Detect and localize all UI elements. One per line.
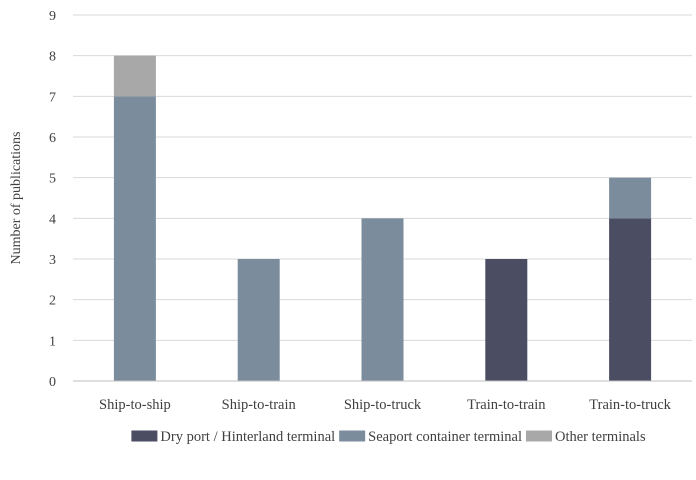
x-tick-label: Train-to-train (467, 397, 546, 413)
bar-segment (361, 218, 404, 381)
y-axis-label: Number of publications (9, 132, 24, 265)
bar-segment (113, 96, 156, 381)
y-tick-label: 2 (49, 294, 56, 309)
legend-label: Seaport container terminal (368, 429, 522, 445)
legend-label: Other terminals (555, 429, 646, 445)
bar-segment (113, 55, 156, 97)
y-tick-label: 5 (49, 172, 56, 187)
x-tick-label: Ship-to-truck (344, 397, 422, 413)
axis-layer: 0 1 2 3 4 5 6 7 8 9 Ship-to-ship Ship-to-train Ship-… (49, 9, 692, 413)
y-tick-label: 3 (49, 253, 56, 268)
legend-swatch (339, 430, 366, 442)
legend-item: Seaport container terminal (339, 429, 522, 445)
y-tick-label: 6 (49, 131, 56, 146)
bar-segment (609, 177, 652, 219)
y-tick-label: 4 (49, 212, 56, 227)
legend-swatch (131, 430, 158, 442)
y-tick-label: 1 (49, 334, 56, 349)
y-tick-label: 8 (49, 50, 56, 65)
legend-label: Dry port / Hinterland terminal (160, 429, 335, 445)
legend-item: Other terminals (525, 429, 646, 445)
bar-segment (237, 259, 280, 381)
y-tick-label: 9 (49, 9, 56, 24)
x-tick-label: Ship-to-train (222, 397, 297, 413)
x-tick-label: Train-to-truck (589, 397, 671, 413)
y-tick-label: 0 (49, 375, 56, 390)
legend: Dry port / Hinterland terminal Seaport co… (131, 429, 646, 445)
bar-segment (609, 218, 652, 381)
bar-segment (485, 259, 528, 381)
legend-item: Dry port / Hinterland terminal (131, 429, 335, 445)
grid-layer (73, 14, 692, 341)
legend-swatch (525, 430, 552, 442)
x-tick-label: Ship-to-ship (99, 397, 171, 413)
bars-layer (113, 55, 652, 381)
y-tick-label: 7 (49, 90, 56, 105)
